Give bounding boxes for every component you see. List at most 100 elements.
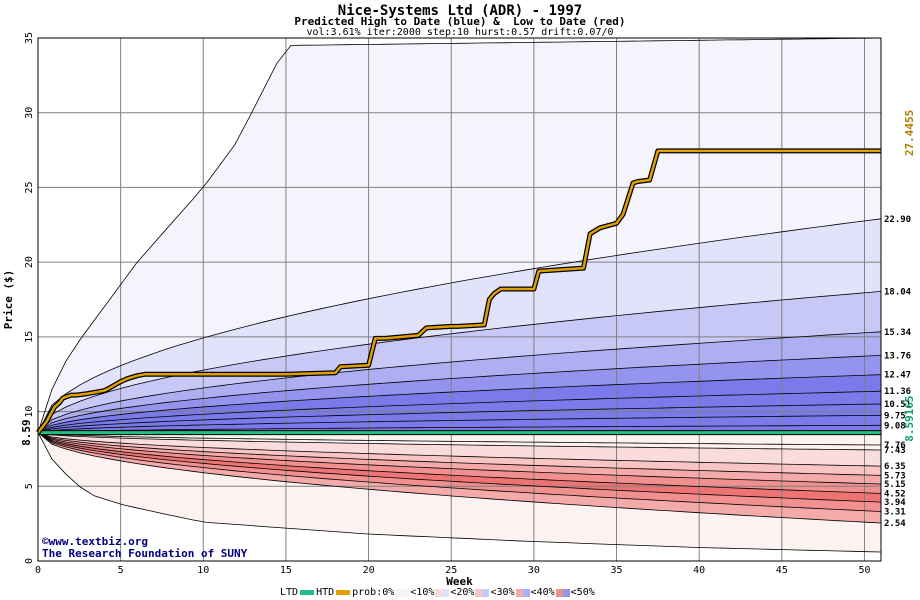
lower-band-2 [38, 432, 881, 467]
legend-p20-label: <20% [450, 587, 475, 598]
lower-band-7 [38, 432, 881, 512]
lower-quantile-line-7 [37, 432, 882, 512]
legend-p10-label: <10% [410, 587, 435, 598]
outer-upper-line [37, 37, 882, 433]
lower-band-1 [38, 432, 881, 450]
legend-p40-label: <40% [530, 587, 555, 598]
series-layer [36, 148, 881, 436]
lower-quantile-line-4 [37, 432, 882, 485]
x-tick-label: 15 [280, 565, 292, 576]
y-tick-label: 20 [24, 256, 35, 268]
x-tick-label: 10 [197, 565, 209, 576]
quantile-end-label: 6.35 [884, 462, 906, 472]
quantile-end-label: 18.04 [884, 287, 912, 297]
upper-band-0 [38, 38, 881, 433]
quantile-lines [37, 37, 882, 553]
quantile-end-label: 5.73 [884, 471, 906, 481]
legend-prob0-swatch [395, 588, 410, 597]
x-tick-label: 30 [528, 565, 540, 576]
quantile-end-label: 22.90 [884, 215, 911, 225]
lower-band-5 [38, 432, 881, 494]
upper-quantile-line-8 [37, 424, 882, 433]
ltd-value-label: 8.59165 [903, 395, 916, 441]
htd-value-label: 27.4455 [903, 110, 916, 156]
lower-band-3 [38, 432, 881, 476]
quantile-end-label: 3.94 [884, 498, 906, 508]
x-tick-label: 40 [693, 565, 705, 576]
x-tick-label: 20 [363, 565, 375, 576]
quantile-end-label: 7.43 [884, 446, 906, 456]
upper-band-3 [38, 331, 881, 433]
axes: 0 5 10 15 20 25 30 35 40 45 50 0 5 10 15 20 25 30 35 Week Pr… [2, 32, 882, 588]
lower-band-0 [38, 432, 881, 445]
quantile-end-label: 12.47 [884, 371, 911, 381]
y-tick-label: 30 [24, 107, 35, 119]
x-axis-label: Week [446, 575, 473, 588]
legend-htd-swatch [336, 590, 351, 595]
credit-website: ©www.textbiz.org [42, 535, 148, 548]
legend-ltd-swatch [300, 590, 315, 595]
legend-prob20-swatch [475, 588, 490, 597]
lower-quantile-line-8 [37, 432, 882, 524]
credit-organization: The Research Foundation of SUNY [42, 547, 248, 560]
chart-title: Nice-Systems Ltd (ADR) - 1997 [337, 3, 583, 19]
upper-quantile-line-2 [37, 331, 882, 433]
quantile-end-label: 9.75 [884, 411, 906, 421]
y-tick-label: 10 [24, 406, 35, 418]
legend-htd-label: HTD [316, 587, 335, 598]
quantile-end-label: 5.15 [884, 480, 906, 490]
probability-bands [38, 38, 881, 552]
quantile-end-label: 11.36 [884, 387, 911, 397]
x-tick-label: 0 [35, 565, 41, 576]
upper-quantile-line-4 [37, 374, 882, 433]
outer-lower-line [37, 432, 882, 553]
upper-band-8 [38, 415, 881, 433]
y-tick-label: 0 [24, 558, 35, 564]
upper-quantile-line-6 [37, 403, 882, 433]
x-tick-label: 5 [118, 565, 124, 576]
lower-quantile-line-3 [37, 432, 882, 476]
y-tick-label: 15 [24, 331, 35, 343]
legend-ltd-label: LTD [280, 587, 299, 598]
y-tick-label: 35 [24, 32, 35, 44]
lower-quantile-line-2 [37, 432, 882, 467]
legend-prob-label: prob:0% [352, 587, 395, 598]
legend: LTD HTD prob:0% <10% <20% <30% <40% <50% [280, 587, 595, 598]
quantile-end-label: 7.76 [884, 441, 906, 451]
upper-quantile-line-5 [37, 390, 882, 433]
legend-prob10-swatch [435, 588, 450, 597]
quantile-end-label: 2.54 [884, 519, 906, 529]
legend-p50-label: <50% [570, 587, 595, 598]
quantile-end-label: 3.31 [884, 508, 906, 518]
x-tick-label: 50 [858, 565, 870, 576]
upper-band-4 [38, 355, 881, 433]
lower-band-8 [38, 432, 881, 523]
lower-band-9 [38, 432, 881, 552]
quantile-end-label: 4.52 [884, 489, 906, 499]
lower-quantile-line-1 [37, 432, 882, 451]
labels: 8.5922.9018.0415.3413.7612.4711.3610.519… [20, 110, 916, 529]
chart-subtitle: Predicted High to Date (blue) & Low to D… [294, 15, 626, 28]
upper-quantile-line-0 [37, 218, 882, 433]
upper-quantile-line-7 [37, 414, 882, 433]
quantile-end-label: 15.34 [884, 328, 912, 338]
x-tick-label: 25 [445, 565, 457, 576]
y-axis-label: Price ($) [2, 270, 15, 330]
lower-band-6 [38, 432, 881, 503]
plot-frame [37, 37, 882, 562]
lower-quantile-line-6 [37, 432, 882, 503]
lower-quantile-line-5 [37, 432, 882, 494]
lower-band-4 [38, 432, 881, 484]
quantile-end-label: 9.08 [884, 421, 906, 431]
chart-params: vol:3.61% iter:2000 step:10 hurst:0.57 d… [306, 27, 614, 38]
legend-prob30-swatch [515, 588, 530, 597]
x-tick-label: 35 [611, 565, 623, 576]
upper-quantile-line-3 [37, 355, 882, 433]
lower-quantile-line-0 [37, 432, 882, 446]
y-tick-label: 5 [24, 483, 35, 489]
upper-band-2 [38, 291, 881, 433]
start-price-label: 8.59 [20, 419, 33, 446]
quantile-end-label: 13.76 [884, 351, 911, 361]
legend-p30-label: <30% [490, 587, 515, 598]
